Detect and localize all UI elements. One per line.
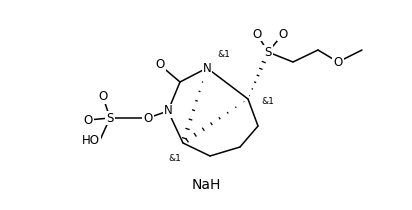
Text: NaH: NaH bbox=[191, 178, 221, 192]
Text: S: S bbox=[106, 112, 114, 125]
Text: O: O bbox=[155, 59, 165, 71]
Text: S: S bbox=[265, 46, 272, 59]
Text: &1: &1 bbox=[217, 50, 230, 59]
Text: O: O bbox=[253, 28, 262, 41]
Text: O: O bbox=[83, 113, 93, 126]
Text: N: N bbox=[164, 105, 172, 118]
Text: &1: &1 bbox=[169, 154, 181, 163]
Text: N: N bbox=[203, 62, 211, 75]
Text: O: O bbox=[143, 112, 152, 125]
Text: O: O bbox=[333, 55, 343, 68]
Text: &1: &1 bbox=[261, 97, 274, 106]
Text: O: O bbox=[279, 28, 288, 41]
Text: HO: HO bbox=[82, 134, 100, 147]
Text: O: O bbox=[98, 91, 108, 104]
